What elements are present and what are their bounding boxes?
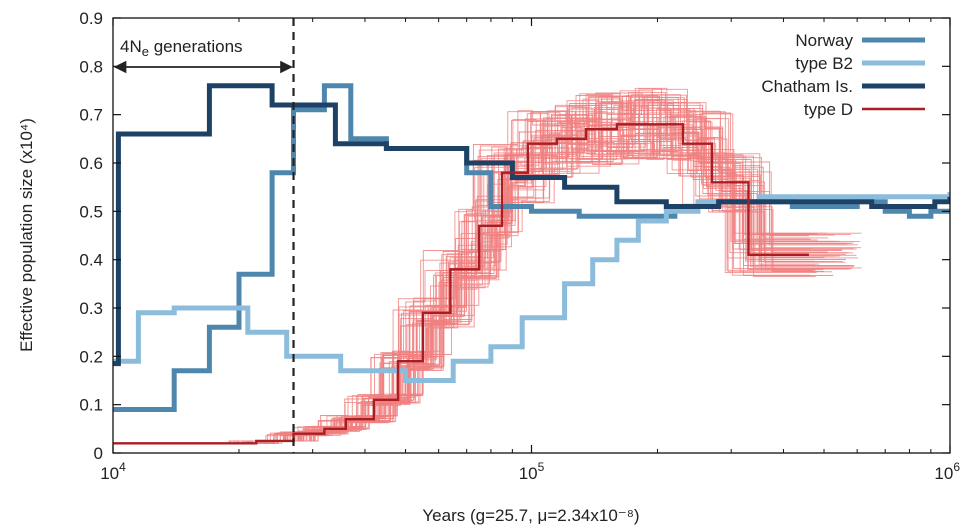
y-tick-label: 0.8	[79, 57, 103, 76]
x-tick-label: 106	[934, 460, 960, 483]
legend-label: type B2	[795, 54, 853, 73]
x-tick-label: 104	[100, 460, 126, 483]
y-tick-label: 0.2	[79, 347, 103, 366]
legend-label: type D	[804, 100, 853, 119]
x-axis-label: Years (g=25.7, μ=2.34x10⁻⁸)	[422, 506, 639, 525]
bootstrap-replicate	[113, 99, 854, 443]
legend-label: Norway	[795, 31, 853, 50]
y-tick-label: 0.7	[79, 106, 103, 125]
x-tick-label: 105	[519, 460, 545, 483]
bootstrap-replicates	[113, 88, 862, 443]
bootstrap-replicate	[113, 100, 812, 444]
y-tick-label: 0	[94, 444, 103, 463]
generations-annotation: 4Ne generations	[120, 37, 243, 59]
legend: Norway type B2 Chatham Is. type D	[761, 31, 925, 119]
y-tick-label: 0.9	[79, 9, 103, 28]
y-tick-label: 0.6	[79, 154, 103, 173]
y-tick-label: 0.4	[79, 251, 103, 270]
legend-label: Chatham Is.	[761, 77, 853, 96]
y-axis-label: Effective population size (x10⁴)	[17, 118, 36, 352]
y-tick-label: 0.3	[79, 299, 103, 318]
y-tick-label: 0.5	[79, 202, 103, 221]
y-tick-label: 0.1	[79, 396, 103, 415]
